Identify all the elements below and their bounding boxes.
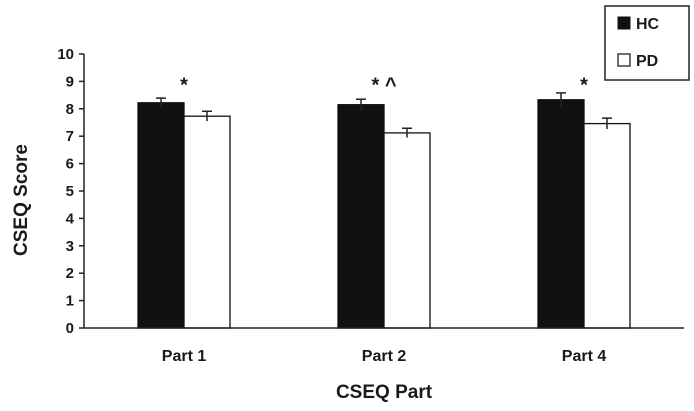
x-tick-label: Part 2 — [362, 348, 407, 365]
significance-marker: * — [580, 74, 588, 96]
bar-hc-part-1 — [137, 102, 185, 329]
error-bars — [156, 92, 612, 138]
y-tick-label: 9 — [66, 73, 74, 90]
x-axis-title: CSEQ Part — [336, 382, 433, 403]
bar-pd-part-1 — [183, 115, 231, 329]
significance-marker: * ^ — [371, 74, 396, 96]
y-tick-label: 2 — [66, 265, 74, 282]
y-tick-label: 3 — [66, 238, 74, 255]
bar-pd-part-2 — [383, 132, 431, 329]
y-tick-label: 8 — [66, 101, 74, 118]
y-axis-title: CSEQ Score — [11, 144, 32, 256]
y-tick-label: 10 — [57, 46, 74, 63]
y-tick-label: 6 — [66, 156, 74, 173]
significance-marker: * — [180, 74, 188, 96]
legend-swatch-pd — [617, 53, 631, 67]
y-tick-label: 1 — [66, 293, 74, 310]
x-axis-tick-labels: Part 1 Part 2 Part 4 — [162, 348, 607, 365]
x-tick-label: Part 4 — [562, 348, 607, 365]
bar-hc-part-4 — [537, 99, 585, 329]
legend: HC PD — [604, 5, 690, 81]
significance-annotations: * * ^ * — [180, 74, 588, 96]
x-tick-label: Part 1 — [162, 348, 207, 365]
legend-label-pd: PD — [636, 53, 658, 70]
y-tick-label: 5 — [66, 183, 74, 200]
y-tick-label: 0 — [66, 320, 74, 337]
y-tick-label: 7 — [66, 128, 74, 145]
bar-hc-part-2 — [337, 104, 385, 329]
y-tick-label: 4 — [66, 210, 75, 227]
bar-series — [137, 99, 631, 329]
bar-pd-part-4 — [583, 122, 631, 329]
legend-label-hc: HC — [636, 16, 660, 33]
y-axis-ticks: 0 1 2 3 4 5 6 7 8 9 10 — [57, 46, 84, 337]
legend-swatch-hc — [617, 16, 631, 30]
